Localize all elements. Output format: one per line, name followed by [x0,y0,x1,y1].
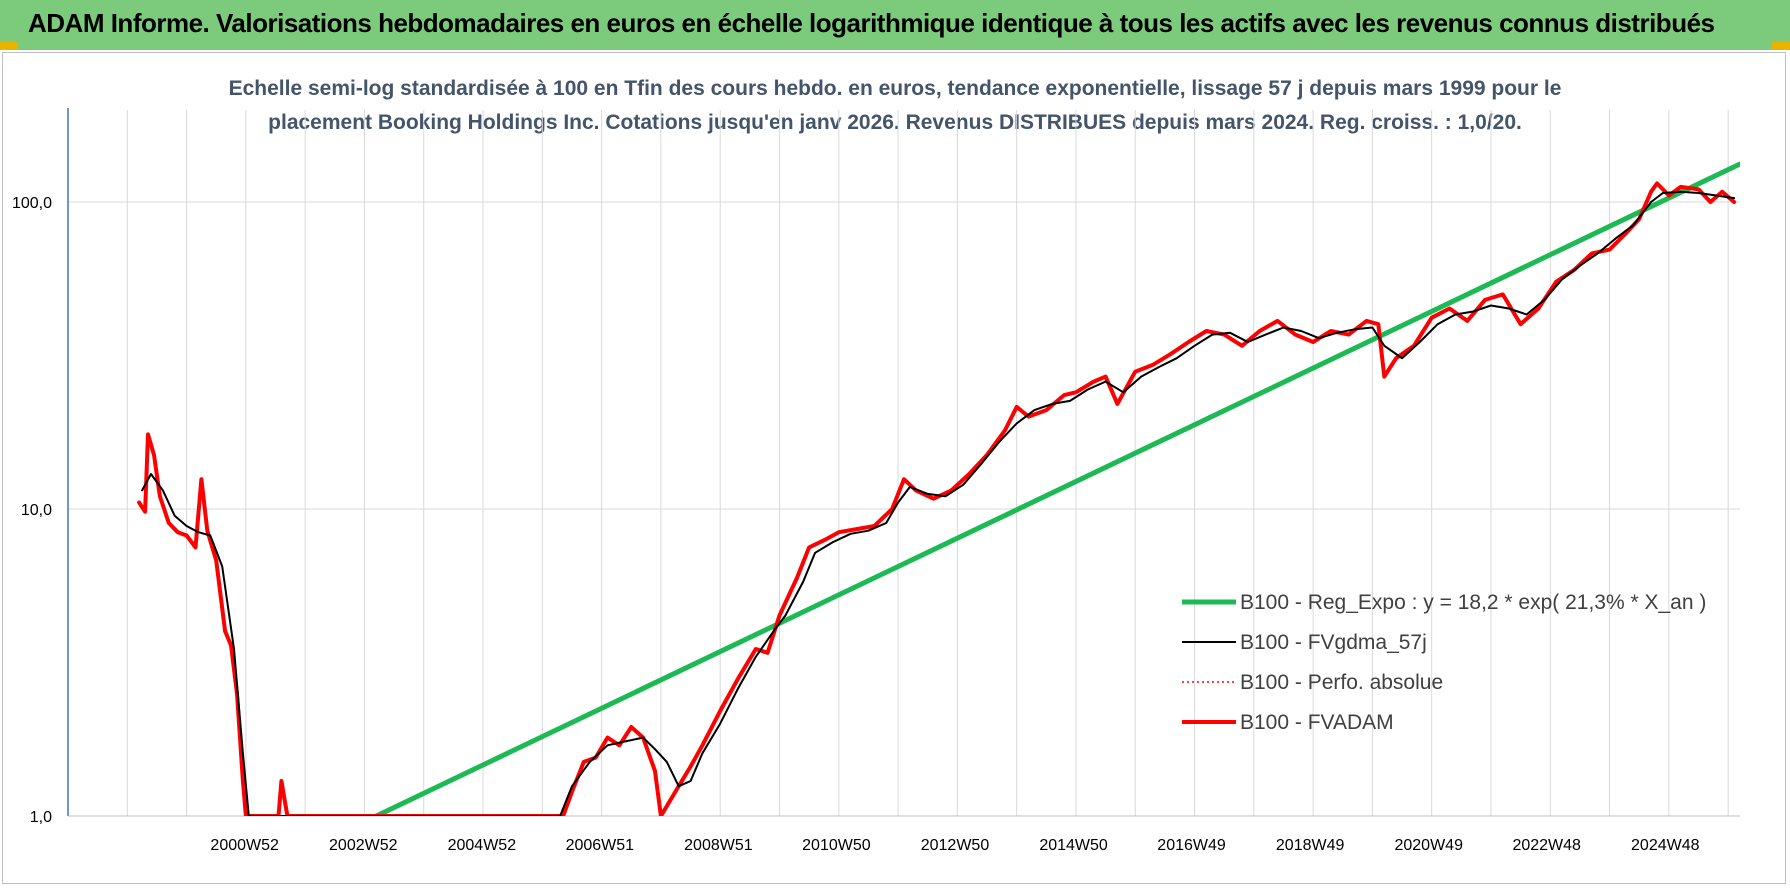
series-line-2 [138,182,1735,816]
x-tick-label: 2000W52 [210,837,279,854]
header-bar: ADAM Informe. Valorisations hebdomadaire… [0,0,1790,50]
corner-marker-left [0,42,18,50]
x-tick-label: 2008W51 [684,837,753,854]
x-tick-label: 2004W52 [448,837,517,854]
chart-title: Echelle semi-log standardisée à 100 en T… [200,72,1590,140]
series-line-0 [373,161,1740,816]
x-tick-label: 2020W49 [1394,837,1463,854]
chart-frame [2,52,1786,884]
x-tick-label: 2018W49 [1276,837,1345,854]
x-tick-label: 2006W51 [566,837,635,854]
series-line-1 [141,190,1736,816]
legend-label: B100 - Reg_Expo : y = 18,2 * exp( 21,3% … [1240,591,1706,614]
series-line-3 [137,181,1737,816]
x-tick-label: 2014W50 [1039,837,1108,854]
legend-label: B100 - Perfo. absolue [1240,671,1443,694]
x-tick-label: 2012W50 [921,837,990,854]
y-tick-label: 1,0 [30,809,52,826]
page-title: ADAM Informe. Valorisations hebdomadaire… [28,8,1715,38]
x-tick-label: 2024W48 [1631,837,1700,854]
legend-label: B100 - FVgdma_57j [1240,631,1427,654]
corner-marker-right [1772,42,1790,50]
chart-title-line-2: placement Booking Holdings Inc. Cotation… [268,111,1522,134]
plot-area [137,161,1740,816]
y-tick-label: 100,0 [12,195,52,212]
x-tick-label: 2016W49 [1157,837,1226,854]
x-tick-label: 2002W52 [329,837,398,854]
legend-label: B100 - FVADAM [1240,711,1394,734]
x-tick-label: 2010W50 [802,837,871,854]
x-tick-label: 2022W48 [1512,837,1581,854]
chart-title-line-1: Echelle semi-log standardisée à 100 en T… [228,77,1562,100]
y-tick-label: 10,0 [21,502,52,519]
